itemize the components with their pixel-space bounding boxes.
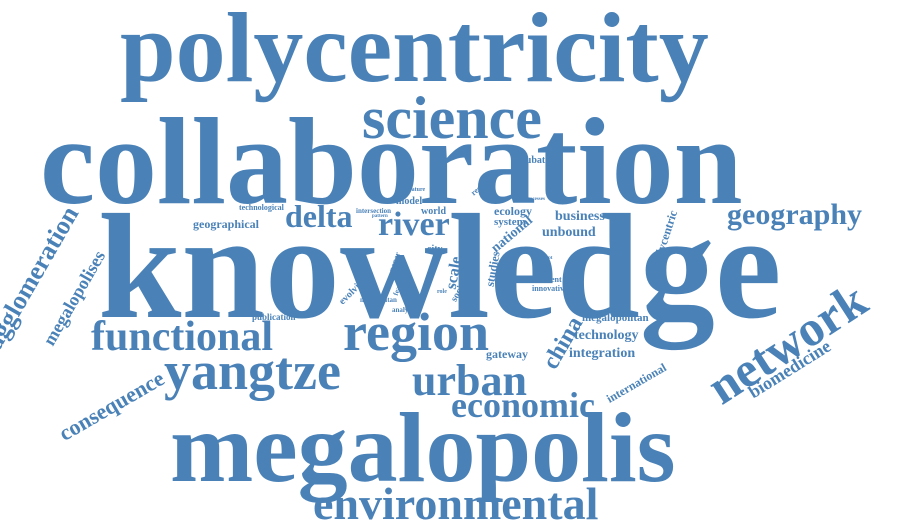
word-different: different [532, 275, 562, 284]
word-pattern: pattern [372, 214, 388, 219]
word-technology: technology [574, 328, 639, 343]
word-system: system [494, 216, 526, 228]
word-incubator: incubator [513, 155, 555, 166]
word-processes: processes [525, 197, 545, 202]
word-geography: geography [727, 198, 862, 231]
word-literature: literature [401, 187, 426, 193]
word-yangtze: yangtze [164, 341, 341, 401]
word-collaboration: collaboration [40, 93, 743, 230]
word-gateway: gateway [486, 347, 528, 361]
word-world: world [421, 206, 446, 217]
word-business: business [555, 209, 605, 224]
word-environmental: environmental [313, 478, 599, 527]
word-integration: integration [569, 346, 636, 361]
word-megalopolitan: megalopolitan [582, 312, 649, 324]
word-knowledge: knowledge [98, 184, 782, 350]
word-analysis: analysis [392, 306, 416, 314]
word-megalopolis: megalopolis [170, 392, 676, 503]
word-city: city [427, 244, 443, 255]
word-region: region [343, 302, 489, 362]
word-consequence: consequence [54, 365, 169, 446]
word-urban: urban [412, 356, 527, 405]
word-model: model [396, 196, 423, 207]
word-megapolitan: megapolitan [360, 296, 397, 304]
word-science: science [362, 85, 542, 151]
word-ecology: ecology [494, 204, 532, 218]
word-concept: concept [536, 256, 553, 261]
word-economic: economic [451, 385, 595, 425]
word-delta: delta [285, 198, 353, 234]
word-river: river [378, 206, 450, 243]
word-polycentricity: polycentricity [120, 0, 709, 103]
word-publication: publication [252, 312, 296, 322]
word-geographical: geographical [193, 217, 259, 231]
word-intersection: intersection [356, 207, 391, 215]
word-role: role [437, 289, 447, 295]
word-functional: functional [91, 314, 274, 360]
word-technological: technological [239, 203, 284, 212]
word-unbound: unbound [542, 225, 596, 240]
word-innovative: innovative [532, 284, 568, 293]
